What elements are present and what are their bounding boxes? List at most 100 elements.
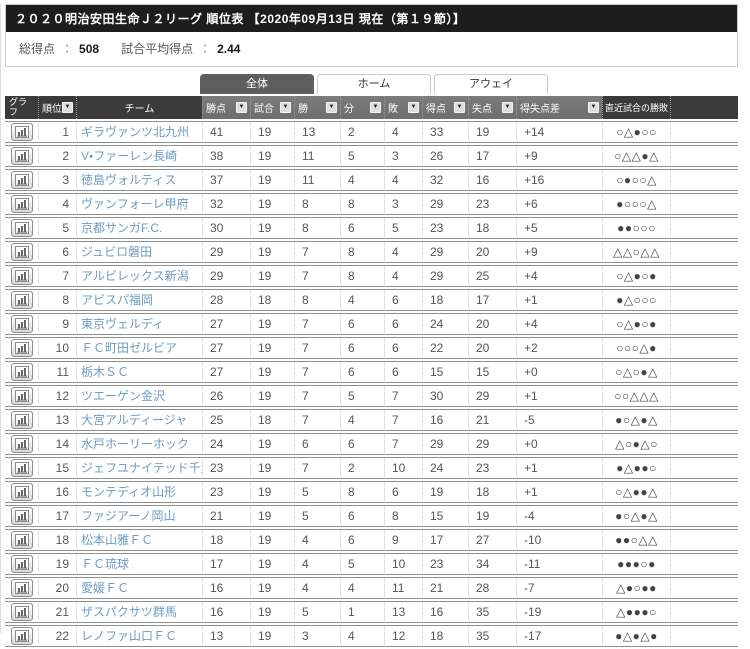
drawn-cell: 4	[340, 576, 384, 599]
sort-button-goals-against[interactable]: ▼	[502, 101, 513, 113]
graph-button[interactable]	[10, 554, 33, 573]
team-link[interactable]: ギラヴァンツ北九州	[81, 125, 190, 140]
played-cell: 19	[250, 456, 294, 479]
goals-for-cell: 18	[422, 624, 468, 647]
sort-button-rank[interactable]: ▼	[62, 101, 73, 113]
team-link[interactable]: アルビレックス新潟	[81, 269, 189, 284]
lost-cell: 3	[384, 144, 422, 167]
sort-button-won[interactable]: ▼	[326, 101, 337, 113]
points-cell: 21	[202, 504, 250, 527]
graph-cell	[5, 168, 38, 191]
sort-button-goal-diff[interactable]: ▼	[588, 101, 599, 113]
team-link[interactable]: 愛媛ＦＣ	[81, 581, 130, 596]
goals-for-cell: 15	[422, 360, 468, 383]
graph-button[interactable]	[10, 362, 33, 381]
team-link[interactable]: 栃木ＳＣ	[81, 365, 130, 380]
sort-button-lost[interactable]: ▼	[408, 101, 419, 113]
graph-button[interactable]	[10, 530, 33, 549]
rank-cell: 19	[38, 552, 76, 575]
team-link[interactable]: アビスパ福岡	[81, 293, 154, 308]
goals-against-cell: 28	[468, 576, 516, 599]
lost-cell: 4	[384, 168, 422, 191]
graph-cell	[5, 312, 38, 335]
won-cell: 7	[294, 408, 340, 431]
goals-against-cell: 19	[468, 504, 516, 527]
team-link[interactable]: V・ファーレン長崎	[81, 149, 178, 164]
bar-chart-icon	[14, 293, 29, 306]
team-link[interactable]: ヴァンフォーレ甲府	[81, 197, 189, 212]
graph-button[interactable]	[10, 242, 33, 261]
filler-cell	[670, 312, 738, 335]
graph-button[interactable]	[10, 482, 33, 501]
team-link[interactable]: ＦＣ町田ゼルビア	[81, 341, 178, 356]
avg-goals-value: 2.44	[217, 42, 241, 56]
graph-button[interactable]	[10, 122, 33, 141]
graph-button[interactable]	[10, 338, 33, 357]
team-link[interactable]: ジェフユナイテッド千葉	[81, 461, 202, 476]
goals-for-cell: 19	[422, 480, 468, 503]
graph-button[interactable]	[10, 146, 33, 165]
sort-button-played[interactable]: ▼	[280, 101, 291, 113]
team-link[interactable]: ザスパクサツ群馬	[81, 605, 177, 620]
graph-button[interactable]	[10, 266, 33, 285]
filler-cell	[670, 432, 738, 455]
team-link[interactable]: 松本山雅ＦＣ	[81, 533, 154, 548]
sort-button-drawn[interactable]: ▼	[370, 101, 381, 113]
team-link[interactable]: 水戸ホーリーホック	[81, 437, 190, 452]
points-cell: 16	[202, 576, 250, 599]
bar-chart-icon	[14, 605, 29, 618]
team-link[interactable]: 京都サンガF.C.	[81, 221, 163, 236]
points-cell: 29	[202, 264, 250, 287]
drawn-cell: 1	[340, 600, 384, 623]
graph-button[interactable]	[10, 218, 33, 237]
graph-button[interactable]	[10, 506, 33, 525]
played-cell: 19	[250, 360, 294, 383]
drawn-cell: 4	[340, 288, 384, 311]
graph-button[interactable]	[10, 290, 33, 309]
graph-button[interactable]	[10, 170, 33, 189]
team-link[interactable]: ＦＣ琉球	[81, 557, 130, 572]
filler-cell	[670, 168, 738, 191]
bar-chart-icon	[14, 413, 29, 426]
graph-button[interactable]	[10, 386, 33, 405]
team-link[interactable]: ファジアーノ岡山	[81, 509, 176, 524]
goal-diff-cell: -10	[516, 528, 602, 551]
team-link[interactable]: ツエーゲン金沢	[81, 389, 166, 404]
graph-button[interactable]	[10, 602, 33, 621]
tab-overall[interactable]: 全体	[200, 74, 314, 94]
team-cell: アルビレックス新潟	[76, 264, 202, 287]
graph-button[interactable]	[10, 434, 33, 453]
team-link[interactable]: レノファ山口ＦＣ	[81, 629, 178, 644]
won-cell: 4	[294, 576, 340, 599]
goals-against-cell: 35	[468, 600, 516, 623]
graph-button[interactable]	[10, 578, 33, 597]
drawn-cell: 2	[340, 120, 384, 143]
team-cell: ツエーゲン金沢	[76, 384, 202, 407]
tab-home[interactable]: ホーム	[317, 74, 431, 94]
team-link[interactable]: 大宮アルディージャ	[81, 413, 188, 428]
graph-button[interactable]	[10, 194, 33, 213]
team-link[interactable]: ジュビロ磐田	[81, 245, 153, 260]
graph-button[interactable]	[10, 458, 33, 477]
team-cell: ジェフユナイテッド千葉	[76, 456, 202, 479]
graph-button[interactable]	[10, 314, 33, 333]
tab-away[interactable]: アウェイ	[434, 74, 548, 94]
team-link[interactable]: 徳島ヴォルティス	[81, 173, 177, 188]
goals-against-cell: 20	[468, 312, 516, 335]
bar-chart-icon	[14, 461, 29, 474]
team-cell: 東京ヴェルディ	[76, 312, 202, 335]
played-cell: 19	[250, 504, 294, 527]
recent-results-cell: ●△●●○	[602, 456, 670, 479]
recent-results-cell: ●●●○●	[602, 552, 670, 575]
sort-button-goals-for[interactable]: ▼	[454, 101, 465, 113]
graph-button[interactable]	[10, 410, 33, 429]
played-cell: 18	[250, 408, 294, 431]
team-link[interactable]: モンテディオ山形	[81, 485, 177, 500]
lost-cell: 11	[384, 576, 422, 599]
won-cell: 11	[294, 144, 340, 167]
colon: ：	[199, 42, 212, 56]
graph-button[interactable]	[10, 626, 33, 645]
recent-results-cell: ○●○○△	[602, 168, 670, 191]
sort-button-points[interactable]: ▼	[236, 101, 247, 113]
team-link[interactable]: 東京ヴェルディ	[81, 317, 165, 332]
